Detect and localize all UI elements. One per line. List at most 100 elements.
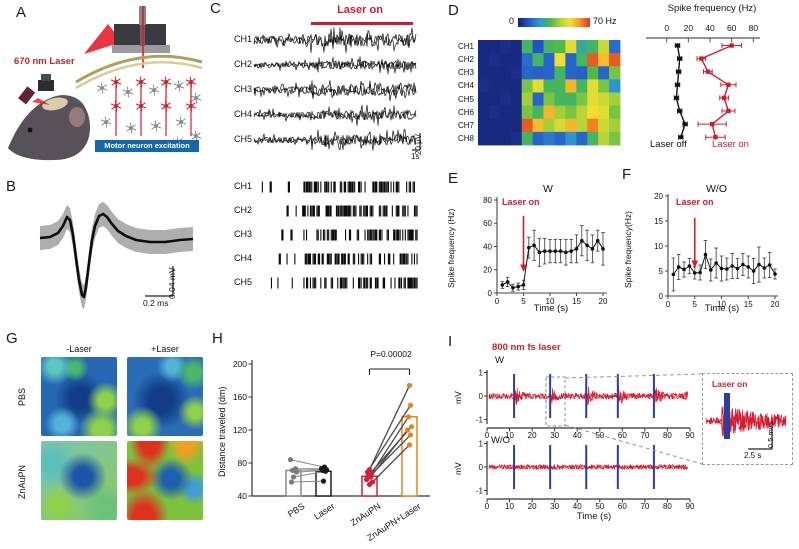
laser-type-title: 800 nm fs laser	[492, 342, 561, 353]
panel-h-label: H	[212, 330, 223, 347]
channel-label: CH5	[457, 95, 474, 104]
svg-text:10: 10	[654, 242, 663, 251]
laser-on-annotation: Laser on	[712, 379, 748, 389]
svg-text:40: 40	[238, 491, 248, 501]
heatmap-colorbar	[518, 18, 590, 27]
condition-title: W	[543, 183, 553, 195]
svg-text:80: 80	[663, 431, 672, 440]
svg-text:70: 70	[640, 431, 649, 440]
svg-text:80: 80	[663, 502, 672, 511]
y-axis-label: Spike frequency (Hz)	[446, 208, 456, 288]
time-scale-label: 1s	[411, 152, 420, 161]
svg-text:0: 0	[485, 431, 490, 440]
trace-label-wo: W/O	[491, 435, 510, 446]
channel-label: CH2	[233, 205, 252, 215]
profile-axis-title: Spike frequency (Hz)	[667, 3, 757, 14]
laser-wavelength-label: 670 nm Laser	[14, 56, 75, 67]
channel-label: CH5	[233, 134, 252, 144]
svg-text:60: 60	[483, 219, 492, 228]
svg-text:15: 15	[744, 300, 753, 309]
svg-text:30: 30	[550, 502, 559, 511]
svg-text:0: 0	[659, 292, 664, 301]
svg-text:200: 200	[233, 359, 247, 369]
svg-text:80: 80	[238, 458, 248, 468]
svg-text:160: 160	[233, 392, 247, 402]
voltage-scale-label: 0.5 mv	[766, 425, 775, 448]
svg-text:40: 40	[483, 242, 492, 251]
time-scale-label: 0.2 ms	[143, 298, 169, 308]
svg-text:5: 5	[659, 267, 664, 276]
svg-text:20: 20	[771, 300, 780, 309]
activity-map-znaupn-nolaser	[41, 441, 117, 520]
svg-text:15: 15	[654, 217, 663, 226]
spike-frequency-heatmap	[478, 40, 621, 146]
x-axis-label: Time (s)	[533, 303, 569, 314]
channel-label: CH4	[233, 253, 252, 263]
p-value-label: P=0.00002	[370, 349, 412, 359]
y-axis-label: Spike frequency(Hz)	[623, 210, 633, 288]
panel-c-label: C	[210, 0, 221, 17]
spike-frequency-profile: 0 20 40 60 80	[646, 23, 760, 140]
svg-text:90: 90	[686, 431, 695, 440]
channel-label: CH4	[457, 81, 474, 90]
svg-text:60: 60	[727, 23, 737, 33]
svg-text:90: 90	[686, 502, 695, 511]
multichannel-recording	[253, 22, 421, 289]
activity-map-pbs-laser	[127, 357, 203, 436]
svg-text:0: 0	[664, 23, 669, 33]
svg-text:20: 20	[684, 23, 694, 33]
panel-d-label: D	[448, 2, 459, 19]
svg-text:60: 60	[618, 431, 627, 440]
svg-text:30: 30	[550, 431, 559, 440]
svg-text:80: 80	[749, 23, 759, 33]
svg-text:1: 1	[479, 439, 484, 448]
laser-on-label: Laser on	[337, 4, 383, 16]
channel-label: CH4	[233, 109, 252, 119]
spike-waveform	[39, 202, 194, 309]
column-header-plus-laser: +Laser	[151, 344, 179, 354]
y-axis-label: Distance traveled (dm)	[217, 386, 227, 477]
column-header-minus-laser: -Laser	[66, 344, 92, 354]
svg-text:0: 0	[479, 463, 484, 472]
x-axis-label: Time (s)	[704, 303, 740, 314]
svg-text:120: 120	[233, 425, 247, 435]
svg-text:50: 50	[595, 502, 604, 511]
legend-laser-on: Laser on	[712, 139, 749, 150]
laser-on-annotation: Laser on	[676, 197, 714, 207]
timecourse-with-znaupn: 0 20 40 60 80 0 5 10 15 20	[483, 196, 608, 306]
svg-text:0: 0	[666, 300, 671, 309]
svg-text:20: 20	[599, 297, 608, 306]
svg-text:1: 1	[479, 368, 484, 377]
channel-label: CH3	[233, 229, 252, 239]
time-scale-label: 2.5 s	[744, 451, 762, 460]
row-label-pbs: PBS	[17, 387, 27, 406]
panel-e-label: E	[448, 170, 459, 187]
svg-text:-1: -1	[476, 486, 484, 495]
channel-label: CH7	[457, 121, 474, 130]
colorbar-max-label: 70 Hz	[593, 16, 617, 26]
channel-label: CH5	[233, 277, 252, 287]
svg-text:0: 0	[488, 289, 493, 298]
panel-b-label: B	[6, 178, 17, 195]
legend-laser-off: Laser off	[650, 139, 687, 150]
svg-text:40: 40	[573, 431, 582, 440]
svg-text:20: 20	[528, 502, 537, 511]
y-axis-label: mV	[453, 391, 463, 404]
svg-text:-1: -1	[476, 415, 484, 424]
svg-text:10: 10	[505, 431, 514, 440]
channel-label: CH3	[457, 68, 474, 77]
channel-label: CH2	[457, 55, 474, 64]
motor-neuron-caption: Motor neuron excitation	[95, 140, 199, 152]
y-axis-label: mV	[453, 462, 463, 475]
svg-text:10: 10	[546, 297, 555, 306]
svg-text:40: 40	[705, 23, 715, 33]
svg-text:5: 5	[521, 297, 526, 306]
panel-a-label: A	[16, 4, 27, 21]
timecourse-without-znaupn: 0 5 10 15 20 0 5 10 15 20	[654, 192, 780, 309]
svg-text:20: 20	[528, 431, 537, 440]
channel-label: CH1	[233, 181, 252, 191]
svg-text:70: 70	[640, 502, 649, 511]
